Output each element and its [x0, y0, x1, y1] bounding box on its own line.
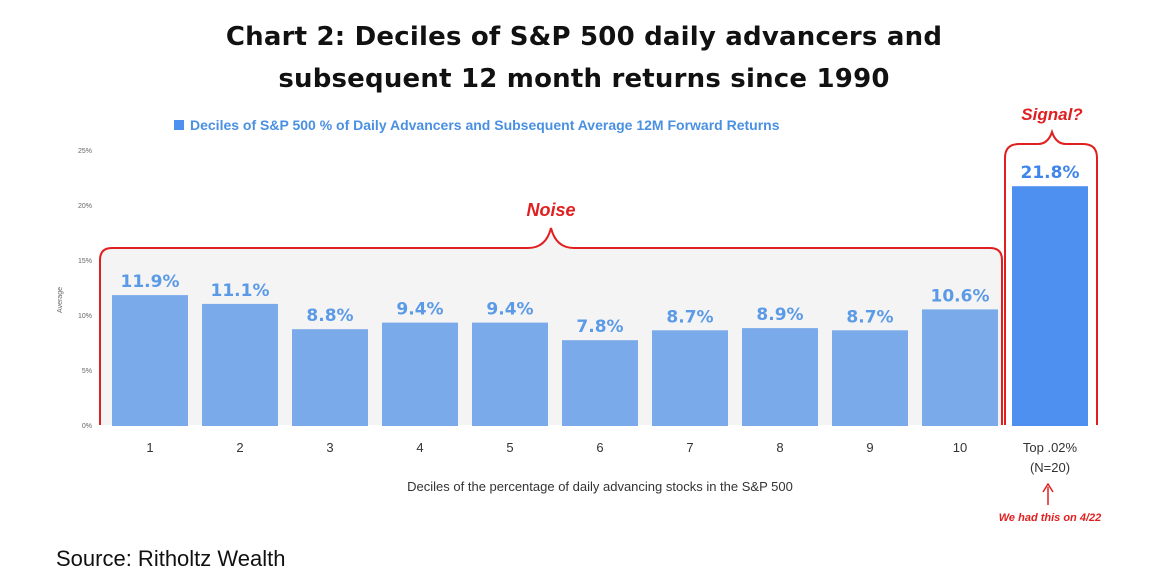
x-tick-label: 1 [146, 440, 153, 455]
bar [202, 303, 278, 426]
y-axis-label: Average [57, 287, 64, 313]
value-label: 8.8% [306, 306, 353, 326]
x-tick-sublabel: (N=20) [1030, 460, 1070, 475]
y-tick-label: 10% [78, 313, 92, 320]
legend-swatch [174, 120, 184, 130]
x-tick-label: 10 [953, 440, 967, 455]
value-label: 8.9% [756, 305, 803, 325]
signal-annotation: Signal? [1021, 105, 1083, 124]
x-axis-label: Deciles of the percentage of daily advan… [407, 479, 793, 494]
x-tick-label: 7 [686, 440, 693, 455]
bar [472, 322, 548, 426]
bar [742, 328, 818, 426]
x-tick-label: Top .02% [1023, 440, 1078, 455]
legend-label: Deciles of S&P 500 % of Daily Advancers … [190, 117, 780, 133]
y-axis: 0% 5% 10% 15% 20% 25% [78, 148, 92, 430]
value-label: 9.4% [486, 300, 533, 320]
x-tick-label: 6 [596, 440, 603, 455]
bar [832, 330, 908, 426]
y-tick-label: 25% [78, 148, 92, 155]
arrow-head [1042, 482, 1054, 493]
x-tick-label: 4 [416, 440, 423, 455]
y-tick-label: 20% [78, 203, 92, 210]
value-label: 11.9% [121, 272, 180, 292]
value-label: 9.4% [396, 300, 443, 320]
x-tick-label: 9 [866, 440, 873, 455]
bar [922, 309, 998, 426]
value-label: 7.8% [576, 317, 623, 337]
x-tick-label: 5 [506, 440, 513, 455]
y-tick-label: 5% [82, 368, 92, 375]
chart-title-line1: Chart 2: Deciles of S&P 500 daily advanc… [225, 22, 943, 52]
arrow-icon [1042, 482, 1054, 505]
chart-title-line2: subsequent 12 month returns since 1990 [278, 64, 890, 94]
x-tick-label: 2 [236, 440, 243, 455]
value-label: 8.7% [846, 307, 893, 327]
bar [562, 340, 638, 426]
x-tick-label: 3 [326, 440, 333, 455]
y-tick-label: 0% [82, 423, 92, 430]
x-axis: 1 2 3 4 5 6 7 8 9 10 Top .02% (N=20) [146, 440, 1077, 475]
y-tick-label: 15% [78, 258, 92, 265]
value-label: 21.8% [1021, 163, 1080, 183]
value-label: 8.7% [666, 307, 713, 327]
bar [1012, 186, 1088, 426]
signal-bracket [1004, 128, 1098, 425]
bars [112, 186, 1088, 426]
value-label: 11.1% [211, 281, 270, 301]
bar [382, 322, 458, 426]
value-label: 10.6% [931, 286, 990, 306]
bar [292, 329, 368, 426]
bar [652, 330, 728, 426]
value-labels: 11.9% 11.1% 8.8% 9.4% 9.4% 7.8% 8.7% 8.9% 8.7% 10… [121, 163, 1080, 337]
bar [112, 295, 188, 426]
legend: Deciles of S&P 500 % of Daily Advancers … [174, 117, 780, 133]
x-tick-label: 8 [776, 440, 783, 455]
note-annotation: We had this on 4/22 [999, 512, 1102, 524]
source-note: Source: Ritholtz Wealth [56, 546, 286, 571]
noise-annotation: Noise [526, 200, 575, 220]
